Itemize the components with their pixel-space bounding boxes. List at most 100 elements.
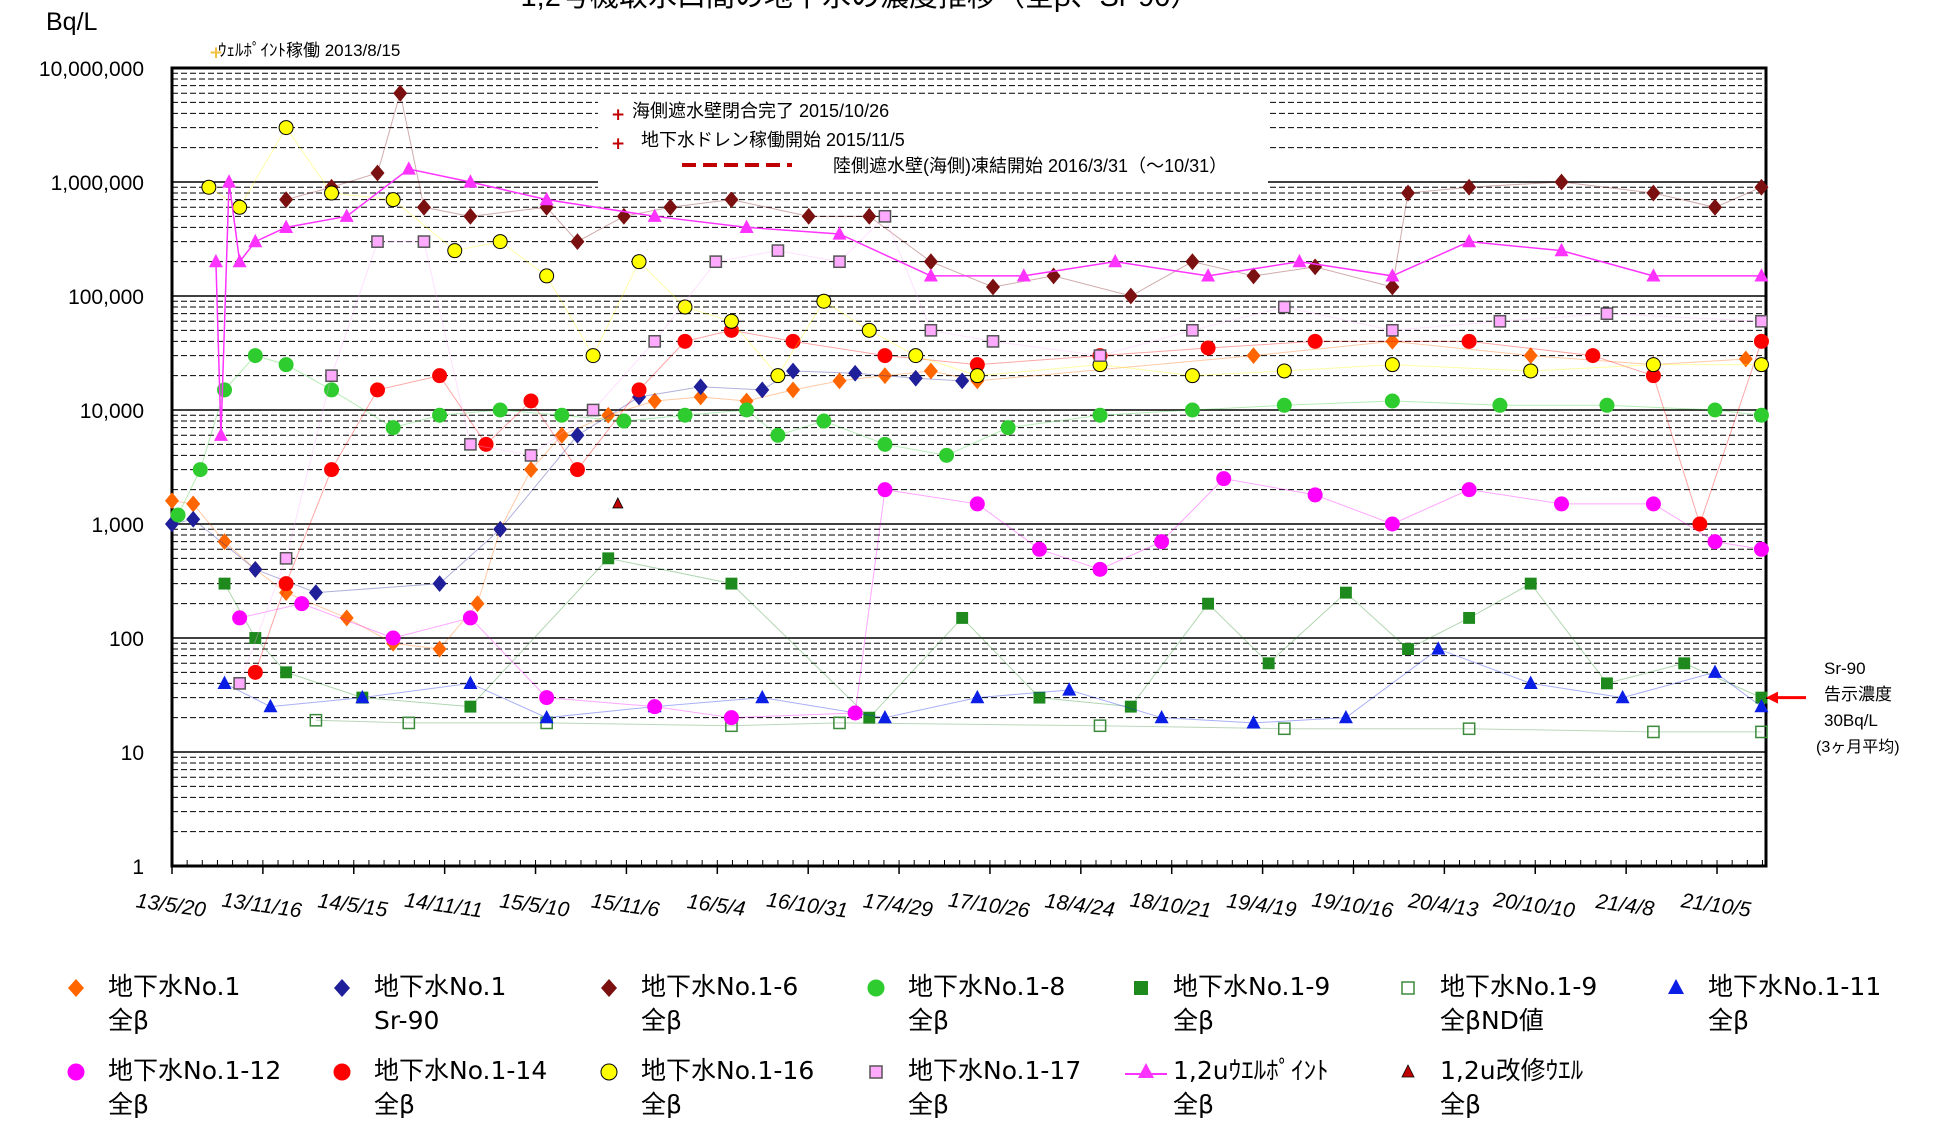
data-point bbox=[1277, 722, 1291, 736]
x-tick-label: 14/11/11 bbox=[403, 889, 484, 923]
data-point bbox=[861, 322, 877, 338]
legend-item: 1,2u改修ｳｴﾙ 全β bbox=[1392, 1054, 1647, 1134]
data-point bbox=[1277, 300, 1291, 314]
data-point bbox=[217, 533, 232, 551]
legend-label: 地下水No.1 全β bbox=[108, 972, 241, 1035]
data-point bbox=[309, 713, 323, 727]
legend-label: 地下水No.1-17 全β bbox=[908, 1056, 1082, 1119]
legend-marker bbox=[68, 979, 84, 997]
data-point bbox=[923, 268, 938, 282]
data-point bbox=[663, 198, 678, 216]
data-point bbox=[612, 497, 624, 509]
chart-title: 1,2号機取水口間の地下水の濃度推移（全β、Sr-90） bbox=[521, 0, 1200, 13]
data-point bbox=[1307, 333, 1323, 349]
data-point bbox=[677, 299, 693, 315]
data-point bbox=[1601, 677, 1613, 690]
data-point bbox=[1338, 709, 1353, 724]
legend-label: 1,2u改修ｳｴﾙ 全β bbox=[1440, 1056, 1584, 1119]
data-point bbox=[355, 689, 370, 704]
legend-label: 地下水No.1-9 全βND値 bbox=[1440, 972, 1598, 1035]
x-tick-label: 18/4/24 bbox=[1043, 889, 1116, 922]
data-point bbox=[232, 610, 248, 626]
series-line bbox=[239, 215, 1762, 684]
annotation-wellpoint: ｳｪﾙﾎﾟｲﾝﾄ稼働 2013/8/15 bbox=[218, 41, 400, 60]
data-point bbox=[1124, 700, 1137, 713]
data-point bbox=[1123, 287, 1138, 305]
data-point bbox=[1615, 689, 1630, 704]
data-point bbox=[278, 576, 294, 592]
data-point bbox=[1093, 719, 1107, 733]
series-9 bbox=[201, 120, 1769, 384]
data-point bbox=[208, 253, 223, 268]
y-tick-label: 10 bbox=[121, 742, 144, 765]
data-point bbox=[1307, 487, 1323, 503]
data-point bbox=[816, 293, 832, 309]
data-point bbox=[432, 368, 448, 384]
data-point bbox=[539, 709, 554, 724]
data-point bbox=[739, 402, 755, 418]
data-point bbox=[217, 675, 232, 689]
data-point bbox=[539, 191, 554, 206]
data-point bbox=[339, 609, 354, 627]
limit-note-line: 告示濃度 bbox=[1824, 685, 1892, 704]
data-point bbox=[1754, 698, 1769, 713]
data-point bbox=[463, 207, 478, 225]
data-point bbox=[602, 552, 615, 565]
data-point bbox=[1216, 471, 1232, 487]
data-point bbox=[165, 492, 179, 510]
y-axis-label: Bq/L bbox=[46, 8, 98, 36]
data-point bbox=[709, 255, 723, 269]
data-point bbox=[1033, 691, 1046, 704]
legend-label: 地下水No.1-12 全β bbox=[108, 1056, 282, 1119]
legend-marker bbox=[333, 1063, 351, 1081]
x-tick-label: 15/11/6 bbox=[590, 889, 661, 921]
data-point bbox=[222, 174, 237, 188]
data-point bbox=[693, 378, 708, 396]
wellpoint-plus: + bbox=[209, 43, 223, 63]
data-point bbox=[908, 348, 924, 364]
annotation-seawall: 海側遮水壁閉合完了 2015/10/26 bbox=[632, 101, 889, 121]
data-point bbox=[447, 243, 463, 259]
data-point bbox=[724, 191, 739, 209]
data-point bbox=[801, 207, 816, 225]
data-point bbox=[462, 610, 478, 626]
data-point bbox=[1093, 349, 1107, 362]
data-point bbox=[417, 235, 431, 248]
limit-note-line: (3ヶ月平均) bbox=[1816, 738, 1900, 756]
data-point bbox=[1462, 233, 1477, 248]
data-point bbox=[1246, 347, 1261, 365]
data-point bbox=[324, 462, 340, 478]
x-tick-label: 16/5/4 bbox=[686, 890, 747, 921]
data-point bbox=[280, 666, 293, 679]
x-tick-label: 21/10/5 bbox=[1679, 889, 1753, 922]
series-3 bbox=[170, 348, 1769, 523]
series-5 bbox=[309, 713, 1768, 739]
data-point bbox=[723, 313, 739, 329]
data-point bbox=[1523, 363, 1539, 379]
data-point bbox=[1753, 333, 1769, 349]
data-point bbox=[1092, 561, 1108, 577]
data-point bbox=[464, 700, 477, 713]
data-point bbox=[832, 226, 847, 240]
data-point bbox=[1462, 722, 1476, 736]
data-point bbox=[464, 437, 477, 451]
data-point bbox=[755, 381, 770, 399]
data-point bbox=[186, 510, 201, 528]
data-point bbox=[1755, 314, 1768, 328]
data-point bbox=[1386, 323, 1399, 337]
data-point bbox=[1461, 482, 1477, 498]
data-point bbox=[1492, 397, 1508, 413]
data-point bbox=[1402, 643, 1414, 655]
data-point bbox=[470, 595, 485, 613]
legend-item: 地下水No.1-16 全β bbox=[593, 1054, 848, 1134]
data-point bbox=[232, 253, 247, 268]
legend-marker bbox=[1401, 981, 1415, 995]
data-point bbox=[924, 323, 938, 337]
legend-marker bbox=[1134, 981, 1148, 995]
data-point bbox=[432, 575, 447, 593]
legend-item: 地下水No.1-8 全β bbox=[860, 970, 1115, 1050]
data-point bbox=[1108, 253, 1123, 268]
legend-item: 地下水No.1 全β bbox=[60, 970, 315, 1050]
data-point bbox=[1308, 258, 1323, 276]
data-point bbox=[279, 551, 293, 565]
